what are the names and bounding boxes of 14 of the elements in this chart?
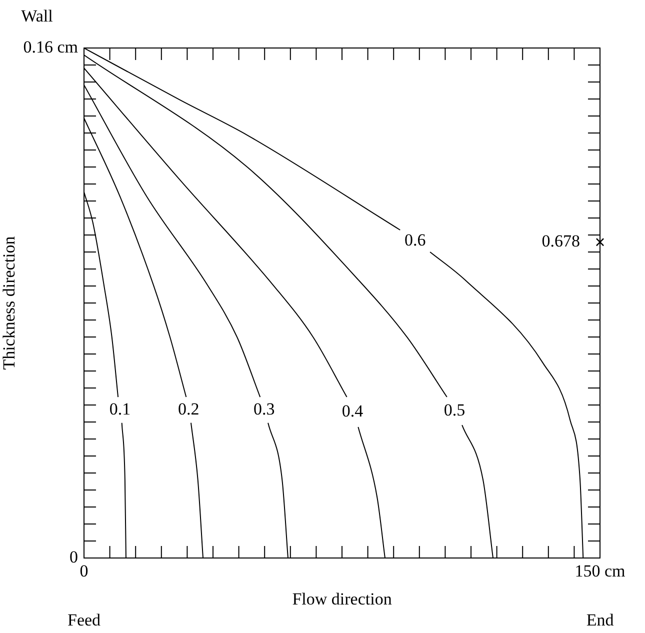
series-label: 0.6 [404, 230, 426, 250]
text: Wall [21, 6, 54, 26]
y-axis-title: Thickness direction [0, 236, 19, 370]
series-label: 0.5 [444, 400, 466, 420]
x-tick-label: 150 cm [574, 562, 626, 581]
text: Feed [67, 610, 102, 630]
series-label: 0.2 [178, 399, 200, 418]
x-axis-title: Flow direction [292, 589, 392, 608]
series-label: 0.3 [253, 399, 275, 418]
text: End [586, 610, 614, 630]
annotation: 0.678 [542, 232, 580, 251]
series-label: 0.4 [342, 401, 364, 420]
series-label: 0.1 [109, 399, 131, 418]
y-tick-label: 0.16 cm [23, 37, 78, 56]
